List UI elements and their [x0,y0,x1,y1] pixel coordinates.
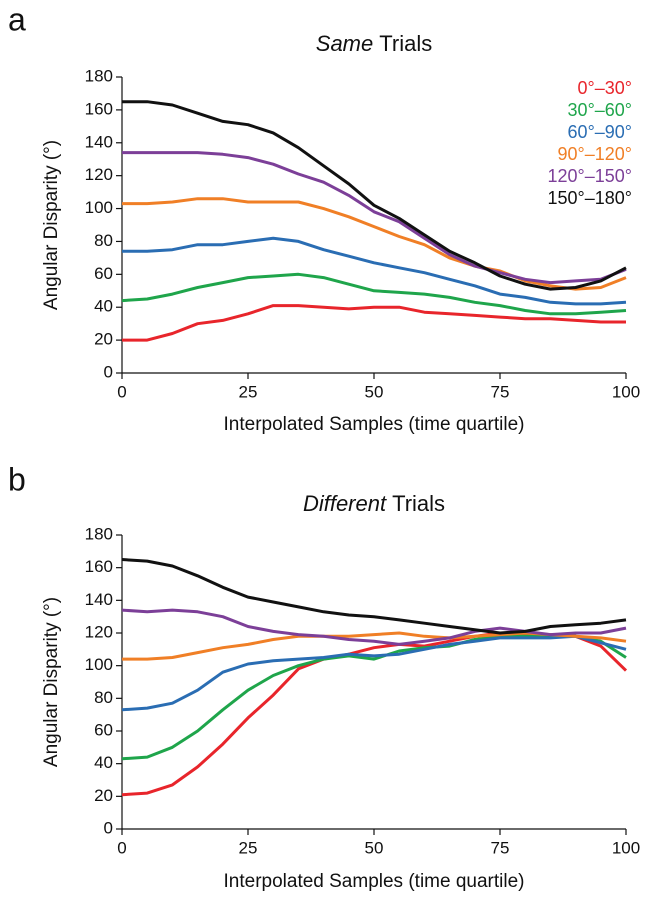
y-tick-label: 120 [85,622,113,641]
legend-entry: 0°–30° [578,78,632,98]
y-tick-label: 0 [104,818,113,837]
y-tick-label: 20 [94,330,113,349]
y-tick-label: 80 [94,688,113,707]
legend-entry: 90°–120° [558,144,632,164]
x-tick-label: 25 [239,838,258,857]
y-tick-label: 160 [85,557,113,576]
x-tick-label: 75 [491,838,510,857]
y-tick-label: 180 [85,524,113,543]
y-tick-label: 80 [94,231,113,250]
data-line [121,634,627,761]
data-line [121,272,627,316]
data-line [122,197,627,291]
y-tick-label: 140 [85,590,113,609]
title-plain: Trials [379,31,432,56]
x-axis-label: Interpolated Samples (time quartile) [224,414,525,435]
data-line [122,304,626,342]
data-line [122,100,627,291]
y-tick-label: 140 [85,132,113,151]
y-tick-label: 60 [94,720,113,739]
data-line [121,634,627,712]
y-tick-label: 40 [94,753,113,772]
y-tick-label: 120 [85,165,113,184]
legend-entry: 30°–60° [568,100,632,120]
x-tick-label: 0 [117,382,126,401]
data-line [122,151,627,285]
panel-label: b [8,461,26,497]
title-italic: Same [316,31,373,56]
x-tick-label: 100 [612,838,640,857]
y-tick-label: 100 [85,655,113,674]
data-line [121,558,627,635]
x-tick-label: 25 [239,382,258,401]
legend-entry: 120°–150° [548,166,632,186]
x-tick-label: 0 [117,838,126,857]
x-axis-label: Interpolated Samples (time quartile) [224,871,525,892]
chart-title: Different Trials [303,491,445,516]
y-tick-label: 180 [85,66,113,85]
y-tick-label: 20 [94,786,113,805]
data-line [122,236,627,306]
title-italic: Different [303,491,387,516]
y-axis-label: Angular Disparity (°) [41,140,62,310]
y-tick-label: 60 [94,264,113,283]
x-tick-label: 50 [365,838,384,857]
legend-entry: 60°–90° [568,122,632,142]
chart-title: Same Trials [316,31,432,56]
y-tick-label: 160 [85,99,113,118]
y-axis-label: Angular Disparity (°) [41,597,62,767]
legend-entry: 150°–180° [548,188,632,208]
panel-label: a [8,1,26,37]
data-line [121,608,627,646]
y-tick-label: 100 [85,198,113,217]
title-plain: Trials [392,491,445,516]
y-tick-label: 40 [94,297,113,316]
x-tick-label: 75 [491,382,510,401]
y-tick-label: 0 [104,362,113,381]
x-tick-label: 100 [612,382,640,401]
x-tick-label: 50 [365,382,384,401]
